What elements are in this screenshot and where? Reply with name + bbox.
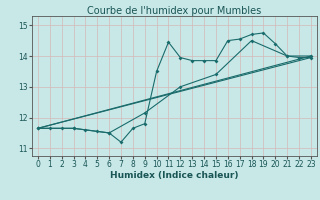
X-axis label: Humidex (Indice chaleur): Humidex (Indice chaleur) bbox=[110, 171, 239, 180]
Title: Courbe de l'humidex pour Mumbles: Courbe de l'humidex pour Mumbles bbox=[87, 6, 261, 16]
